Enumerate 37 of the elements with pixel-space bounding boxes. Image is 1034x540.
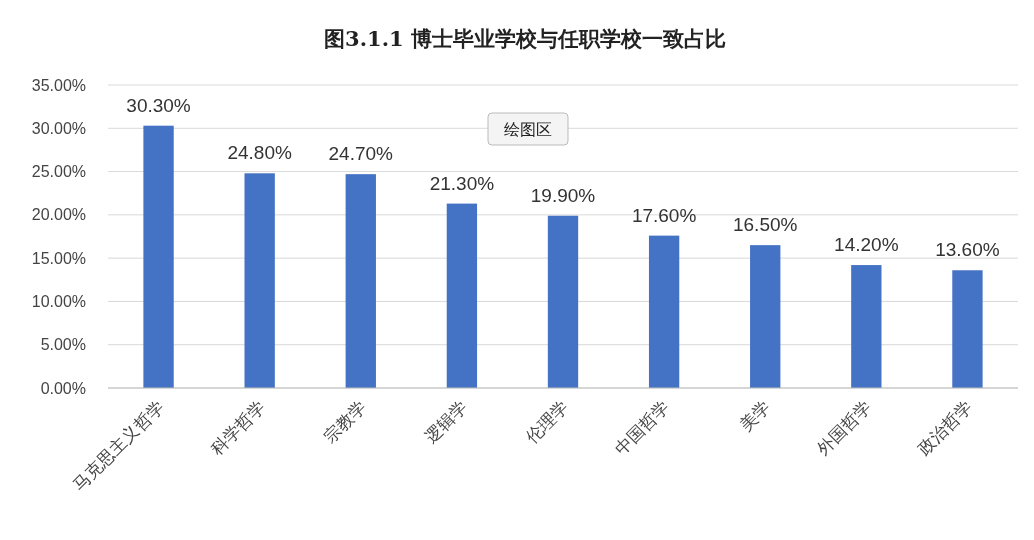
bar xyxy=(143,125,174,388)
x-tick-label: 逻辑学 xyxy=(420,396,471,447)
bar xyxy=(750,245,781,388)
bar xyxy=(547,215,579,388)
data-label: 14.20% xyxy=(834,234,899,256)
y-tick-label: 0.00% xyxy=(40,379,86,397)
data-label: 24.70% xyxy=(328,143,394,165)
chart-title: 图3.1.1 博士毕业学校与任职学校一致占比 xyxy=(324,26,726,51)
x-tick-label: 科学哲学 xyxy=(206,396,269,459)
y-tick-label: 25.00% xyxy=(31,163,86,181)
y-tick-label: 15.00% xyxy=(31,249,86,267)
bar xyxy=(952,270,983,388)
data-label: 13.60% xyxy=(935,239,1000,261)
data-label: 19.90% xyxy=(530,184,596,206)
data-label: 24.80% xyxy=(227,142,292,164)
bar xyxy=(851,265,882,388)
bar xyxy=(446,203,478,388)
y-tick-label: 35.00% xyxy=(31,76,86,94)
data-label: 21.30% xyxy=(429,172,495,194)
annotation: 绘图区 xyxy=(504,120,552,138)
data-label: 17.60% xyxy=(631,204,697,226)
y-tick-label: 30.00% xyxy=(31,119,86,137)
x-tick-label: 美学 xyxy=(735,396,775,435)
bar xyxy=(345,174,376,388)
y-tick-label: 20.00% xyxy=(31,206,86,224)
x-tick-label: 政治哲学 xyxy=(914,396,977,459)
y-tick-label: 10.00% xyxy=(31,293,86,311)
bar xyxy=(648,235,680,388)
data-label: 30.30% xyxy=(126,94,191,116)
x-tick-label: 马克思主义哲学 xyxy=(69,396,168,495)
x-tick-label: 伦理学 xyxy=(521,396,572,447)
data-label: 16.50% xyxy=(733,214,798,236)
x-tick-label: 宗教学 xyxy=(319,396,370,447)
x-tick-label: 外国哲学 xyxy=(812,396,876,459)
y-tick-label: 5.00% xyxy=(40,336,86,354)
x-tick-label: 中国哲学 xyxy=(610,396,673,459)
bar xyxy=(244,173,275,388)
